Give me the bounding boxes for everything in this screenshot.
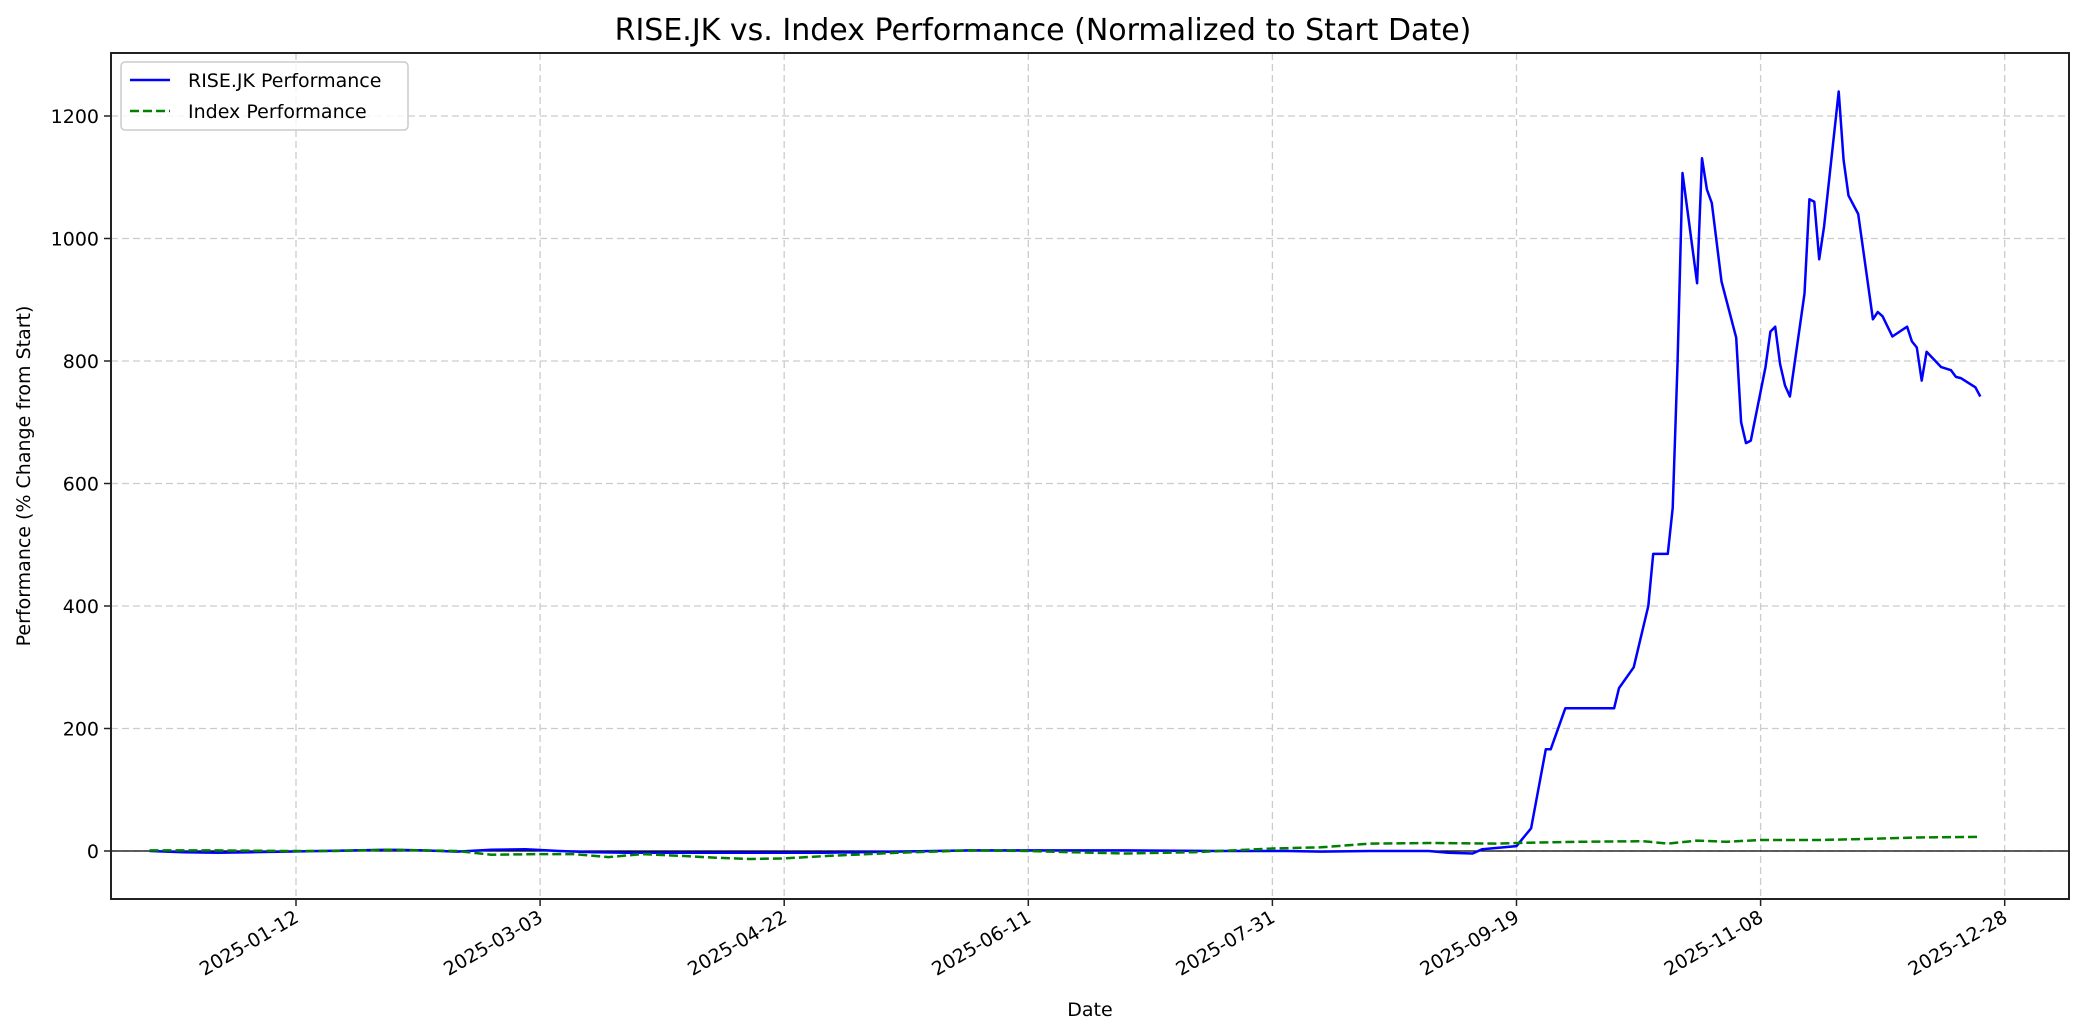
y-axis-ticks: 0 200 400 600 800 1000 1200 bbox=[51, 106, 111, 863]
y-tick-label: 1000 bbox=[51, 229, 99, 251]
grid-lines bbox=[111, 53, 2069, 899]
y-tick-label: 1200 bbox=[51, 106, 99, 128]
x-tick-label: 2025-01-12 bbox=[196, 906, 303, 980]
x-tick-label: 2025-04-22 bbox=[684, 906, 791, 980]
plot-frame bbox=[110, 52, 2070, 900]
y-axis-label: Performance (% Change from Start) bbox=[13, 306, 35, 647]
x-tick-label: 2025-03-03 bbox=[440, 906, 547, 980]
index-line bbox=[149, 835, 1981, 861]
legend-label-rise: RISE.JK Performance bbox=[188, 70, 381, 92]
chart-title: RISE.JK vs. Index Performance (Normalize… bbox=[615, 13, 1472, 48]
x-tick-label: 2025-12-28 bbox=[1905, 906, 2012, 980]
plot-area bbox=[111, 90, 2069, 861]
legend: RISE.JK Performance Index Performance bbox=[120, 61, 409, 131]
legend-label-index: Index Performance bbox=[188, 101, 367, 123]
legend-box bbox=[120, 61, 409, 131]
x-tick-label: 2025-07-31 bbox=[1172, 906, 1279, 980]
y-tick-label: 600 bbox=[63, 474, 99, 496]
x-tick-label: 2025-06-11 bbox=[928, 906, 1035, 980]
x-tick-label: 2025-09-19 bbox=[1416, 906, 1523, 980]
y-tick-label: 400 bbox=[63, 596, 99, 618]
x-axis-ticks: 2025-01-12 2025-03-03 2025-04-22 2025-06-11… bbox=[196, 899, 2011, 981]
y-tick-label: 0 bbox=[87, 841, 99, 863]
y-tick-label: 800 bbox=[63, 351, 99, 373]
rise-jk-line bbox=[149, 90, 1982, 855]
y-tick-label: 200 bbox=[63, 719, 99, 741]
x-axis-label: Date bbox=[1067, 999, 1112, 1021]
x-tick-label: 2025-11-08 bbox=[1660, 906, 1767, 980]
